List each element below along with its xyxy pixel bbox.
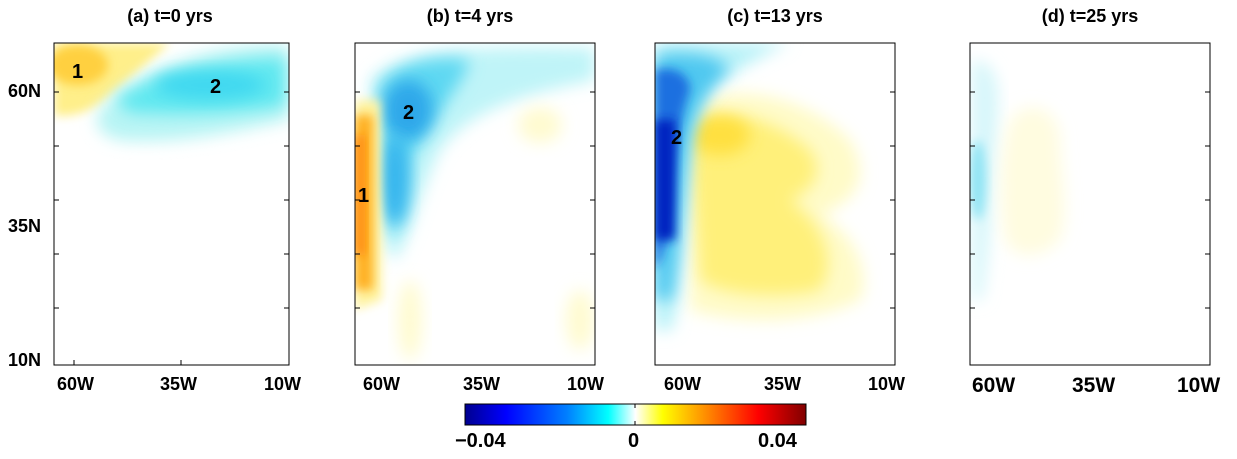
panel-a-x-tick-10w: 10W: [264, 374, 302, 394]
panel-b-field: [355, 43, 595, 365]
panel-a-marker-2: 2: [210, 76, 221, 98]
panel-a-axes: [53, 42, 290, 366]
panel-b-x-tick-10w: 10W: [567, 374, 605, 394]
panel-b-axes: [354, 42, 596, 366]
panel-a-title: (a) t=0 yrs: [127, 6, 213, 26]
colorbar-mid-label: 0: [628, 430, 640, 452]
panel-c-field: [655, 43, 895, 365]
panel-b-x-tick-60w: 60W: [363, 374, 401, 394]
panel-a-field: [54, 43, 289, 365]
panel-d-x-tick-60w: 60W: [972, 374, 1016, 397]
colorbar-min-label: −0.04: [455, 430, 506, 452]
panel-c-x-tick-10w: 10W: [868, 374, 906, 394]
panel-d-x-tick-35w: 35W: [1072, 374, 1116, 397]
y-tick-60n: 60N: [8, 81, 42, 101]
y-tick-10n: 10N: [8, 350, 42, 370]
panel-d-title: (d) t=25 yrs: [1041, 6, 1139, 26]
panel-c-title: (c) t=13 yrs: [727, 6, 823, 26]
panel-b-marker-2: 2: [403, 102, 414, 124]
panel-a-x-tick-60w: 60W: [57, 374, 95, 394]
panel-c-x-tick-60w: 60W: [664, 374, 702, 394]
y-tick-35n: 35N: [8, 216, 42, 236]
panel-d-axes: [969, 42, 1211, 366]
panel-a-x-tick-35w: 35W: [160, 374, 198, 394]
panel-c-marker-2: 2: [671, 127, 682, 149]
colorbar-max-label: 0.04: [758, 430, 797, 452]
panel-b-x-tick-35w: 35W: [463, 374, 501, 394]
panel-c-x-tick-35w: 35W: [764, 374, 802, 394]
panel-d-x-tick-10w: 10W: [1177, 374, 1221, 397]
panel-b-title: (b) t=4 yrs: [426, 6, 514, 26]
panel-b-marker-1: 1: [358, 185, 369, 207]
panel-a-marker-1: 1: [72, 61, 83, 83]
panel-d-field: [970, 43, 1210, 365]
panel-c-axes: [654, 42, 896, 366]
